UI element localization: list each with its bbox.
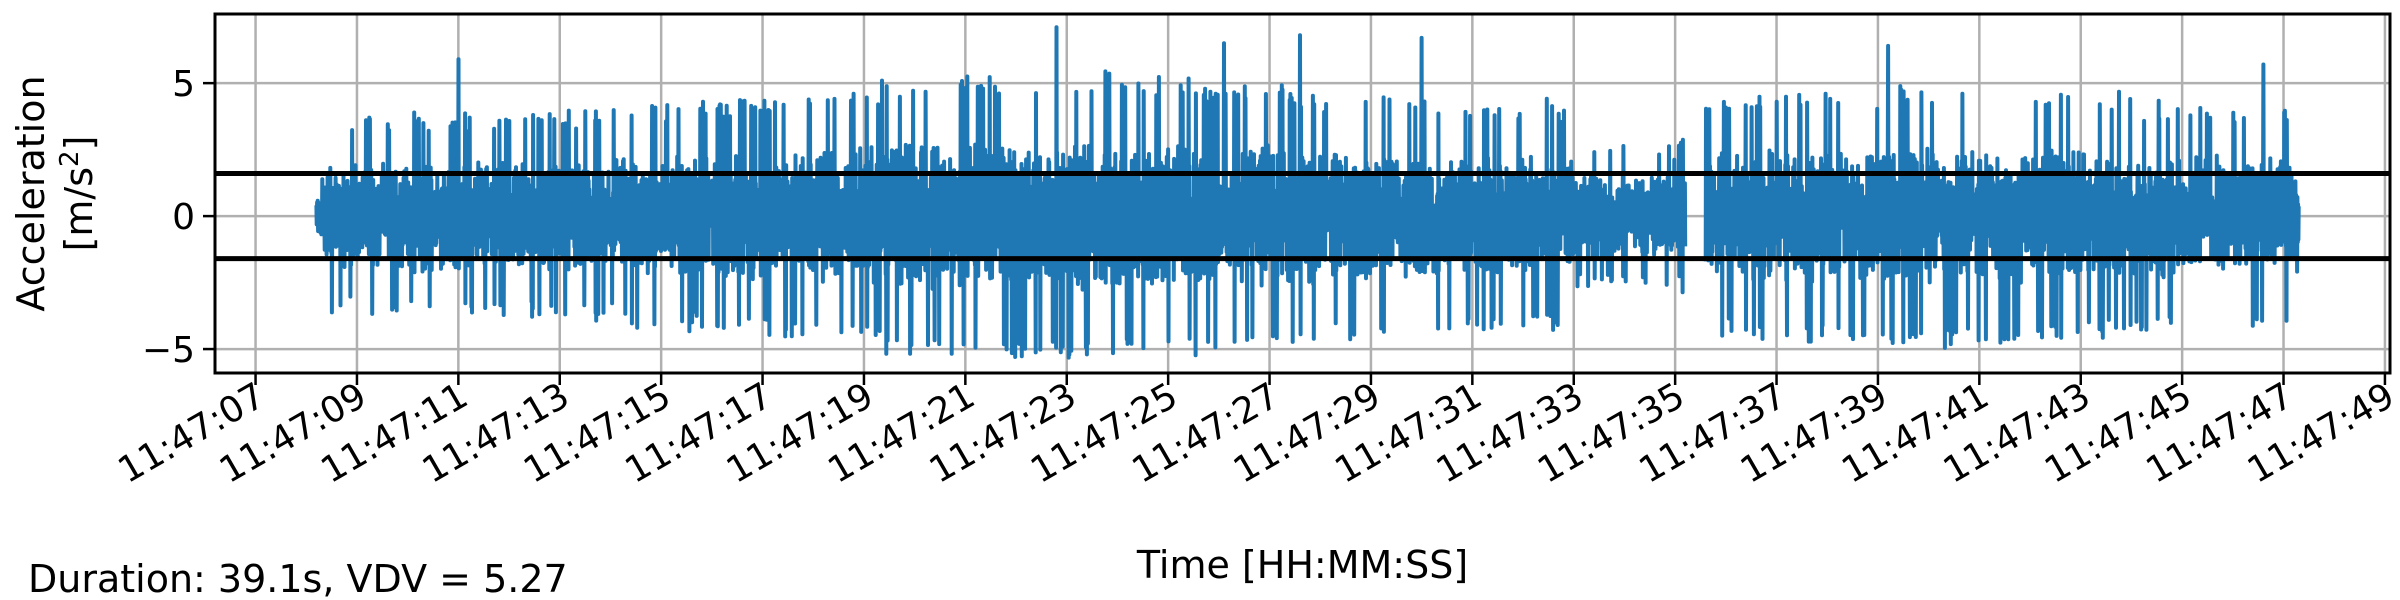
series-layer [314, 25, 2301, 360]
y-axis-unit: [m/s [57, 167, 101, 251]
y-tick-label: 5 [172, 64, 195, 105]
x-axis: 11:47:0711:47:0911:47:1111:47:1311:47:15… [112, 373, 2400, 492]
y-axis-title-line1: Acceleration [9, 75, 53, 311]
y-tick-label: −5 [142, 330, 195, 371]
duration-vdv-note: Duration: 39.1s, VDV = 5.27 [28, 557, 568, 600]
threshold-layer [215, 171, 2390, 262]
x-axis-title: Time [HH:MM:SS] [1136, 543, 1468, 587]
plot-frame [213, 12, 2392, 375]
acceleration-series-line [314, 25, 2301, 360]
y-tick-label: 0 [172, 197, 195, 238]
y-axis-title-line2: [m/s2] [55, 136, 101, 252]
y-axis-unit-close: ] [57, 136, 101, 151]
y-axis-unit-exponent: 2 [55, 150, 85, 167]
y-axis: −5 0 5 [142, 64, 215, 371]
